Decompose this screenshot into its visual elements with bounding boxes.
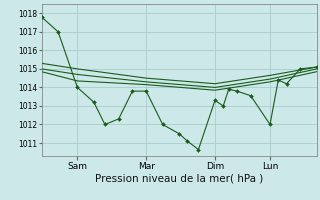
X-axis label: Pression niveau de la mer( hPa ): Pression niveau de la mer( hPa ) — [95, 173, 263, 183]
